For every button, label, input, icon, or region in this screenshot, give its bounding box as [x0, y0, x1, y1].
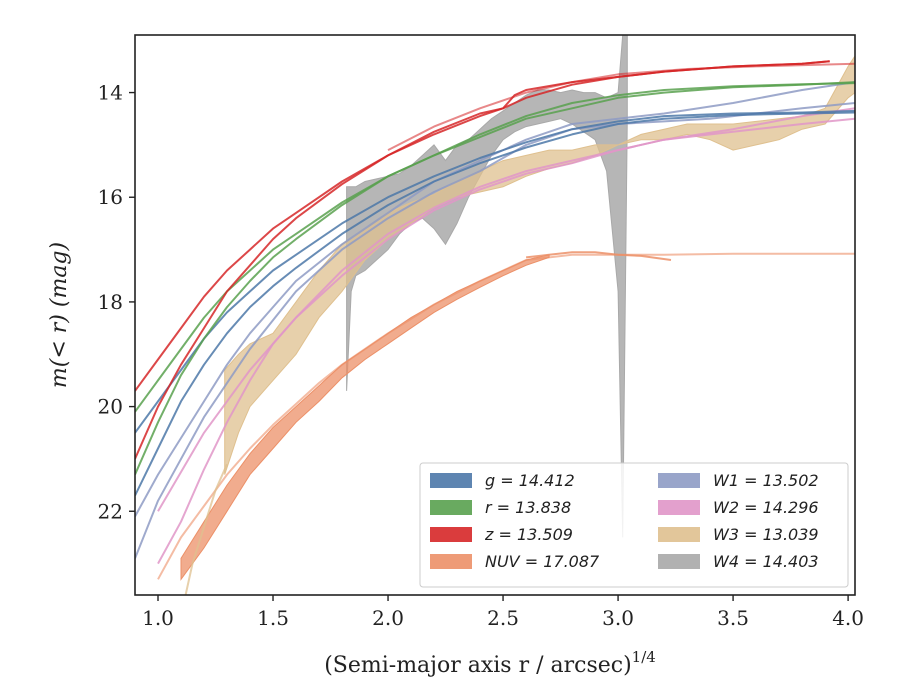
x-axis-label-text: (Semi-major axis r / arcsec) — [324, 653, 631, 678]
series-line-w2-4 — [157, 107, 855, 512]
legend-swatch-w3 — [658, 527, 700, 542]
legend-box — [419, 462, 849, 588]
legend-label-r: r = 13.838 — [485, 498, 571, 517]
legend-label-w3: W3 = 13.039 — [713, 525, 819, 544]
y-tick-label-4: 22 — [98, 499, 123, 523]
series-line-g-8 — [135, 111, 855, 497]
series-layer — [135, 35, 855, 595]
plot-frame — [134, 34, 856, 596]
legend-swatch-r — [430, 500, 472, 515]
series-band-w3-1 — [224, 54, 855, 475]
series-line-r-10 — [135, 82, 855, 476]
legend-swatch-w4 — [658, 554, 700, 569]
x-tick-label-6: 4.0 — [832, 606, 864, 630]
legend-label-z: z = 13.509 — [484, 525, 573, 544]
series-line-z-11 — [135, 60, 830, 392]
x-tick-label-1: 1.5 — [257, 606, 289, 630]
series-line-w1-5 — [135, 81, 855, 517]
legend-swatch-w1 — [658, 473, 700, 488]
x-tick-label-4: 3.0 — [602, 606, 634, 630]
y-axis: 14 16 18 20 22 — [98, 81, 135, 523]
legend-label-w2: W2 = 14.296 — [713, 498, 819, 517]
series-line-z-12 — [135, 60, 830, 460]
legend-label-g: g = 14.412 — [485, 471, 575, 490]
series-line-z-13 — [387, 62, 855, 151]
x-axis: 1.0 1.5 2.0 2.5 3.0 3.5 4.0 — [142, 595, 864, 630]
legend-swatch-g — [430, 473, 472, 488]
x-axis-label: (Semi-major axis r / arcsec)1/4 — [324, 648, 656, 678]
y-tick-label-3: 20 — [98, 395, 123, 419]
y-tick-label-0: 14 — [98, 81, 123, 105]
y-tick-label-2: 18 — [98, 290, 123, 314]
legend-swatch-z — [430, 527, 472, 542]
legend-label-nuv: NUV = 17.087 — [485, 552, 600, 571]
x-tick-label-2: 2.0 — [372, 606, 404, 630]
legend-swatch-w2 — [658, 500, 700, 515]
series-band-w4-0 — [346, 35, 628, 538]
x-axis-label-superscript: 1/4 — [632, 648, 656, 666]
series-line-w3-16 — [184, 463, 228, 595]
legend-label-w1: W1 = 13.502 — [713, 471, 819, 490]
x-tick-label-5: 3.5 — [717, 606, 749, 630]
x-tick-label-3: 2.5 — [487, 606, 519, 630]
y-tick-label-1: 16 — [98, 185, 123, 209]
legend: g = 14.412 W1 = 13.502 r = 13.838 W2 = 14.2… — [419, 462, 849, 588]
series-line-w1-6 — [135, 102, 855, 559]
x-tick-label-0: 1.0 — [142, 606, 174, 630]
series-line-nuv-15 — [525, 251, 672, 261]
legend-label-w4: W4 = 14.403 — [713, 552, 819, 571]
legend-swatch-nuv — [430, 554, 472, 569]
series-line-nuv-14 — [157, 252, 855, 580]
y-axis-label: m(< r) (mag) — [47, 242, 72, 388]
